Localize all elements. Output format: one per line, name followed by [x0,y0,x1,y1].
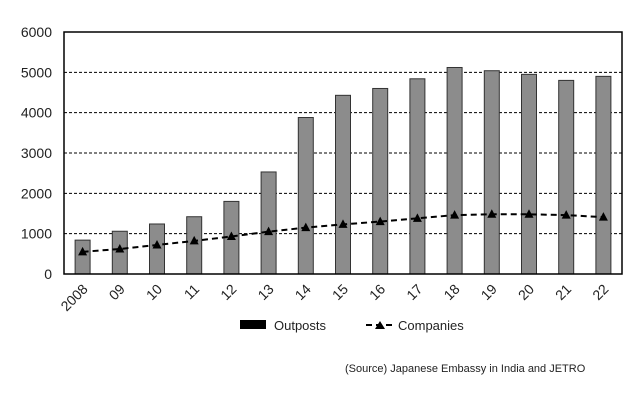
x-tick-label: 11 [181,281,203,303]
bar-outposts [595,75,612,275]
companies-point [561,210,571,219]
x-tick-label: 2008 [57,281,90,314]
companies-point [301,222,311,232]
legend-swatch-outposts [240,320,266,329]
bar-outposts [521,73,537,275]
companies-point [450,210,460,219]
companies-point [264,226,274,236]
y-tick-label: 5000 [21,64,52,80]
companies-point [189,235,199,245]
y-axis-ticks: 0 1000 2000 3000 4000 5000 6000 [21,24,52,282]
companies-point [152,239,162,249]
bar-outposts [335,94,351,275]
x-axis-ticks: 2008 09 10 11 12 13 14 15 16 17 18 19 20 21 22 [57,281,611,314]
x-tick-label: 14 [292,281,314,303]
companies-point [338,219,348,228]
companies-point [375,216,385,226]
companies-point [78,246,88,256]
companies-point [226,231,236,240]
bar-outposts [297,117,314,275]
bar-outposts [372,87,389,275]
x-tick-label: 18 [440,281,462,303]
y-tick-label: 3000 [21,145,52,161]
companies-line [78,209,608,256]
y-tick-label: 1000 [21,226,52,242]
bar-outposts [74,239,91,275]
bar-outposts [558,79,575,275]
bar-outposts [483,70,500,275]
x-tick-label: 15 [329,281,351,303]
companies-point [412,213,422,222]
x-tick-label: 20 [515,281,537,303]
outposts-bars [74,66,612,275]
companies-point [524,209,534,218]
x-tick-label: 10 [143,281,165,303]
companies-point [598,212,608,221]
x-tick-label: 12 [217,281,239,303]
companies-point [487,209,497,218]
legend-label-companies: Companies [398,318,464,333]
x-tick-label: 16 [366,281,388,303]
x-tick-label: 13 [254,281,276,303]
x-tick-label: 21 [552,281,574,303]
y-tick-label: 6000 [21,24,52,40]
bar-outposts [111,230,128,275]
x-tick-label: 22 [589,281,611,303]
legend-swatch-companies-marker [375,321,385,329]
x-tick-label: 17 [403,281,425,303]
y-tick-label: 2000 [21,185,52,201]
bar-outposts [260,171,277,275]
y-tick-label: 0 [44,266,52,282]
source-note: (Source) Japanese Embassy in India and J… [345,363,586,375]
y-tick-label: 4000 [21,105,52,121]
x-tick-label: 09 [106,281,128,303]
legend: Outposts Companies [240,318,464,333]
bar-outposts [186,216,203,275]
x-tick-label: 19 [478,281,500,303]
bar-outposts [409,78,426,275]
bar-outposts [149,223,165,275]
plot-frame [63,31,623,275]
bar-outposts [446,66,463,275]
legend-label-outposts: Outposts [274,318,327,333]
companies-point [115,243,125,253]
